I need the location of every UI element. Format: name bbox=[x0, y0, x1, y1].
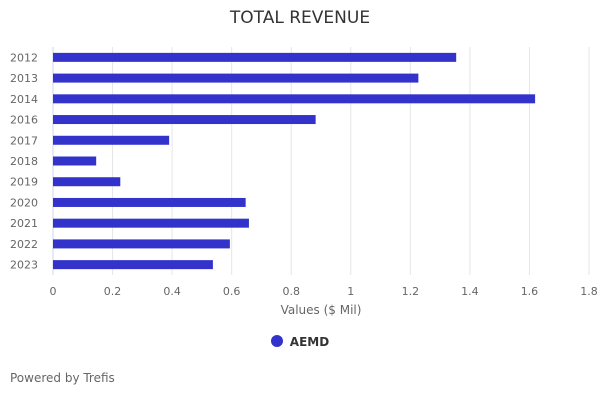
bar bbox=[53, 94, 536, 104]
bar bbox=[53, 218, 249, 228]
y-tick-label: 2023 bbox=[10, 259, 38, 272]
y-tick-label: 2022 bbox=[10, 238, 38, 251]
x-tick-label: 1.8 bbox=[580, 285, 598, 298]
bar bbox=[53, 115, 316, 125]
y-tick-label: 2017 bbox=[10, 134, 38, 147]
bar bbox=[53, 177, 121, 187]
bar bbox=[53, 197, 246, 207]
y-tick-label: 2018 bbox=[10, 155, 38, 168]
y-tick-label: 2014 bbox=[10, 93, 38, 106]
x-tick-label: 1.6 bbox=[521, 285, 539, 298]
bar bbox=[53, 135, 170, 145]
y-tick-label: 2019 bbox=[10, 176, 38, 189]
bar bbox=[53, 52, 457, 62]
y-tick-label: 2020 bbox=[10, 196, 38, 209]
bar bbox=[53, 73, 419, 83]
x-tick-label: 0.6 bbox=[223, 285, 241, 298]
bar-chart: 0 0.2 0.4 0.6 0.8 1 1.2 1.4 1.6 1.8 2012 2013 2014 20… bbox=[10, 47, 598, 317]
x-tick-label: 0.8 bbox=[282, 285, 300, 298]
y-tick-label: 2021 bbox=[10, 217, 38, 230]
legend[interactable]: AEMD bbox=[0, 335, 600, 349]
y-tick-label: 2013 bbox=[10, 72, 38, 85]
bar bbox=[53, 260, 213, 270]
legend-label: AEMD bbox=[289, 335, 330, 349]
y-tick-label: 2012 bbox=[10, 51, 38, 64]
x-tick-label: 0.4 bbox=[163, 285, 181, 298]
legend-marker bbox=[270, 335, 283, 347]
chart-title: TOTAL REVENUE bbox=[229, 8, 371, 28]
x-tick-label: 0.2 bbox=[104, 285, 122, 298]
bar bbox=[53, 156, 97, 166]
x-tick-label: 1.2 bbox=[402, 285, 420, 298]
x-axis-title: Values ($ Mil) bbox=[281, 303, 362, 317]
x-tick-label: 1.4 bbox=[461, 285, 479, 298]
y-tick-label: 2016 bbox=[10, 114, 38, 127]
bar bbox=[53, 239, 230, 249]
x-tick-label: 1 bbox=[347, 285, 354, 298]
powered-by-credit: Powered by Trefis bbox=[10, 371, 115, 385]
x-tick-label: 0 bbox=[50, 285, 57, 298]
